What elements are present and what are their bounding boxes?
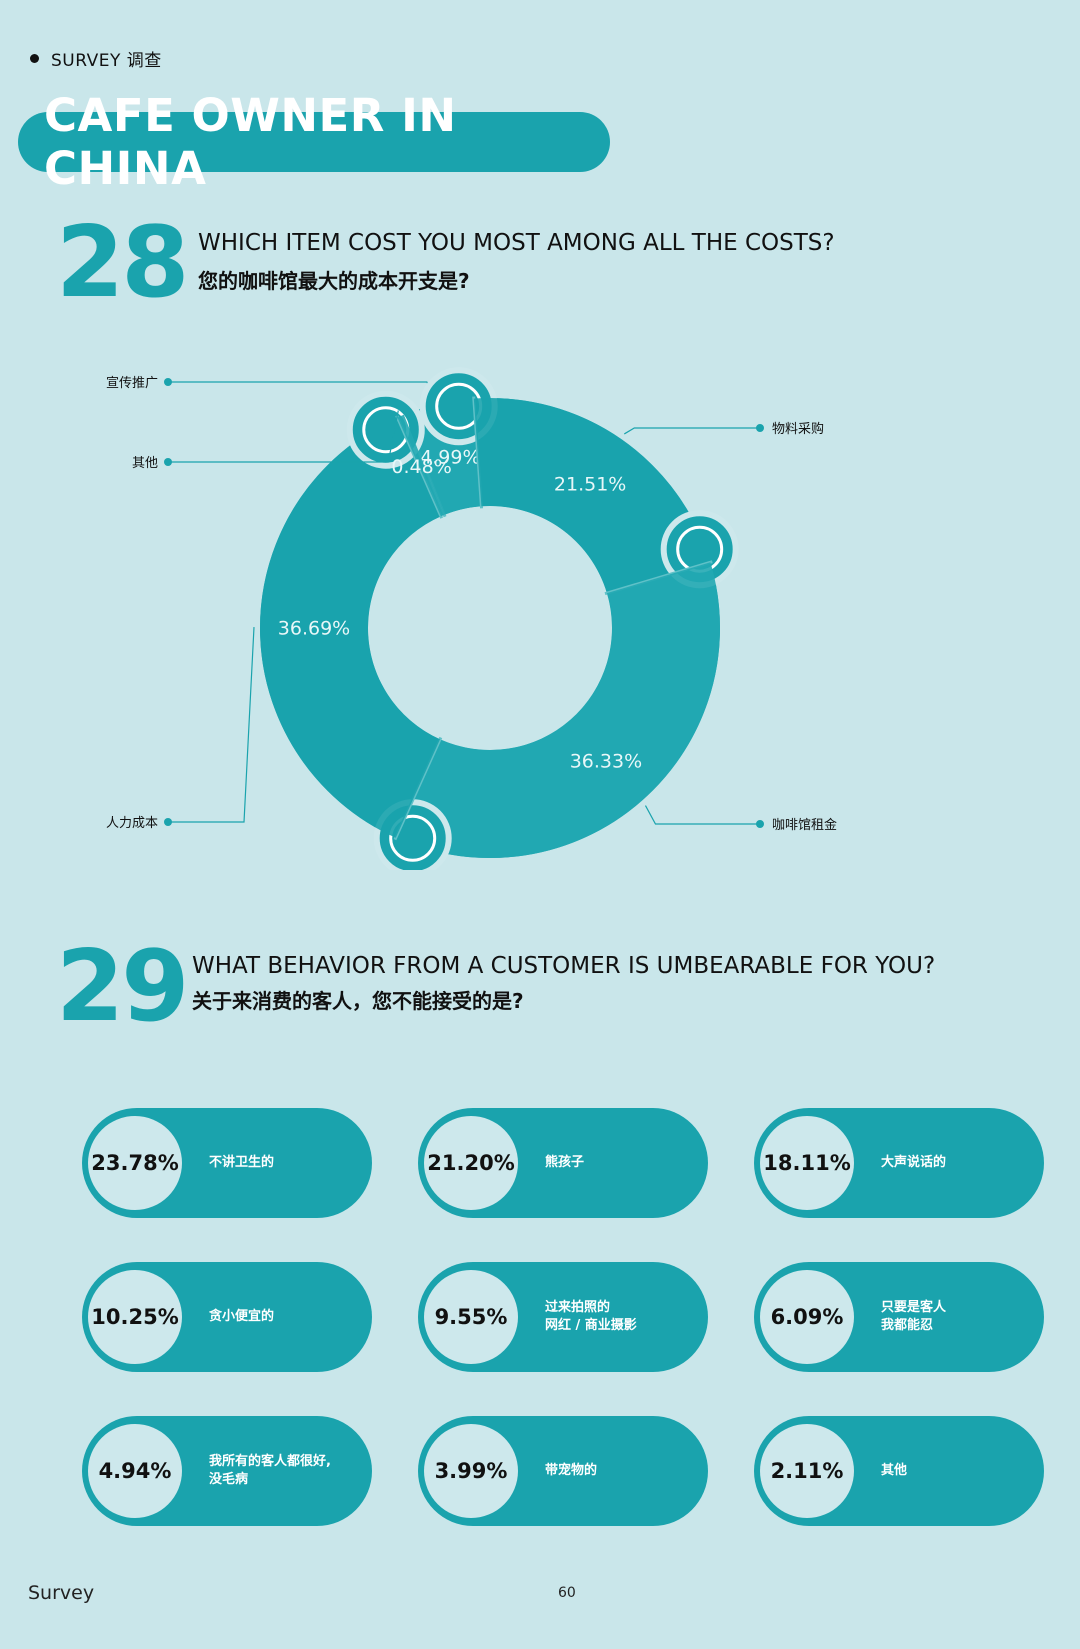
slice-value-label: 0.48% xyxy=(391,456,451,478)
stat-label: 熊孩子 xyxy=(545,1155,585,1171)
leader-line xyxy=(644,805,760,825)
section-tag-label: SURVEY 调查 xyxy=(51,51,162,71)
question-29-cn: 关于来消费的客人，您不能接受的是? xyxy=(192,989,524,1013)
donut-slice xyxy=(473,398,711,594)
stat-label: 其他 xyxy=(881,1463,908,1479)
stat-value: 2.11% xyxy=(760,1424,854,1518)
leader-dot xyxy=(164,458,172,466)
stat-pill: 10.25% 贪小便宜的 xyxy=(82,1262,372,1372)
slice-value-label: 36.69% xyxy=(278,617,350,639)
stat-value: 3.99% xyxy=(424,1424,518,1518)
stat-label: 过来拍照的 网红 / 商业摄影 xyxy=(545,1300,637,1333)
stat-label: 我所有的客人都很好, 没毛病 xyxy=(209,1454,331,1487)
people-icon xyxy=(346,390,425,469)
page-title: CAFE OWNER IN CHINA xyxy=(18,89,610,195)
stat-pill: 4.94% 我所有的客人都很好, 没毛病 xyxy=(82,1416,372,1526)
donut-slice xyxy=(395,562,720,858)
house-icon-glyph xyxy=(389,814,437,862)
stat-label: 只要是客人 我都能忍 xyxy=(881,1300,947,1333)
stat-value: 23.78% xyxy=(88,1116,182,1210)
stat-label: 不讲卫生的 xyxy=(209,1155,275,1171)
stat-pill: 21.20% 熊孩子 xyxy=(418,1108,708,1218)
stat-pill: 18.11% 大声说话的 xyxy=(754,1108,1044,1218)
stat-pill: 3.99% 带宠物的 xyxy=(418,1416,708,1526)
stat-value: 6.09% xyxy=(760,1270,854,1364)
slice-category-label: 宣传推广 xyxy=(106,375,158,391)
slice-value-label: 36.33% xyxy=(570,750,642,772)
question-29-en: WHAT BEHAVIOR FROM A CUSTOMER IS UMBEARA… xyxy=(192,953,936,979)
leader-dot xyxy=(756,820,764,828)
leader-dot xyxy=(164,378,172,386)
section-tag: SURVEY 调查 xyxy=(30,46,162,71)
stat-value: 21.20% xyxy=(424,1116,518,1210)
stat-value: 18.11% xyxy=(760,1116,854,1210)
stat-pill: 2.11% 其他 xyxy=(754,1416,1044,1526)
leader-dot xyxy=(756,424,764,432)
bullet-dot xyxy=(30,54,39,63)
leader-line xyxy=(623,427,760,435)
stat-pill: 23.78% 不讲卫生的 xyxy=(82,1108,372,1218)
question-number-28: 28 xyxy=(56,206,189,320)
page-number: 60 xyxy=(558,1585,576,1601)
leader-dot xyxy=(164,818,172,826)
slice-category-label: 人力成本 xyxy=(106,816,158,831)
footer-label: Survey xyxy=(28,1582,95,1604)
donut-slice xyxy=(397,414,445,517)
donut-slice xyxy=(260,417,441,838)
stat-pill: 9.55% 过来拍照的 网红 / 商业摄影 xyxy=(418,1262,708,1372)
stat-label: 大声说话的 xyxy=(881,1155,947,1171)
donut-hole xyxy=(368,506,612,750)
slice-value-label: 4.99% xyxy=(420,447,480,469)
stat-value: 9.55% xyxy=(424,1270,518,1364)
donut-chart: 4.99% 宣传推广 21.51% 物料采购 36.33% 咖啡馆租金 36.69% 人力成本… xyxy=(106,367,837,870)
question-28-en: WHICH ITEM COST YOU MOST AMONG ALL THE C… xyxy=(198,230,835,256)
stat-value: 4.94% xyxy=(88,1424,182,1518)
question-number-29: 29 xyxy=(56,930,189,1044)
slice-category-label: 咖啡馆租金 xyxy=(772,817,837,833)
stat-pill: 6.09% 只要是客人 我都能忍 xyxy=(754,1262,1044,1372)
slice-category-label: 其他 xyxy=(132,456,158,471)
stat-value: 10.25% xyxy=(88,1270,182,1364)
stat-label: 带宠物的 xyxy=(545,1463,598,1479)
slice-value-label: 21.51% xyxy=(554,473,626,495)
leader-line xyxy=(168,627,255,823)
question-28-cn: 您的咖啡馆最大的成本开支是? xyxy=(198,269,470,293)
slice-category-label: 物料采购 xyxy=(772,421,824,437)
stat-label: 贪小便宜的 xyxy=(209,1309,275,1325)
leader-line xyxy=(168,410,399,463)
